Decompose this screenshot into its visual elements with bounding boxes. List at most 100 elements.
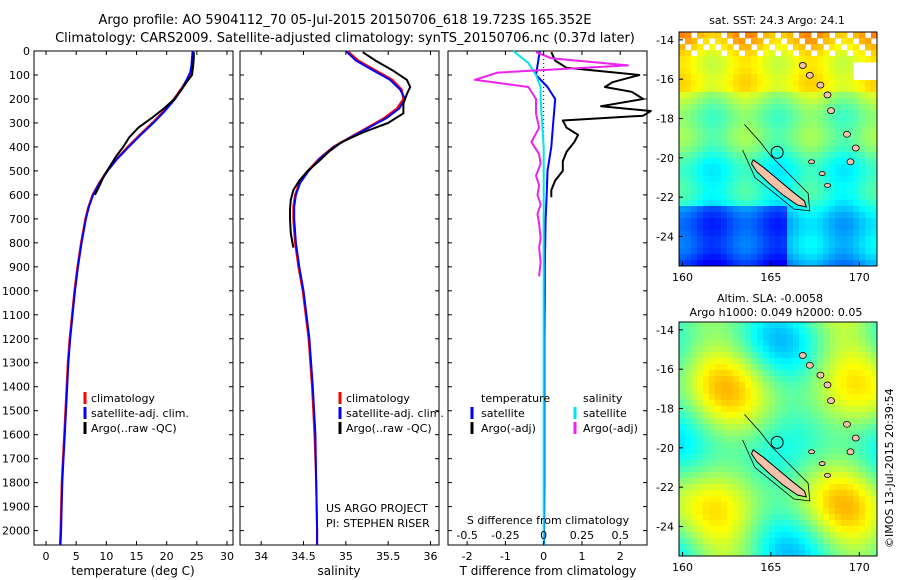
map-cell bbox=[739, 146, 746, 153]
map-cell bbox=[841, 352, 848, 359]
map-cell bbox=[859, 454, 866, 461]
map-cell bbox=[841, 460, 848, 467]
map-cell bbox=[859, 50, 866, 57]
map-cell bbox=[805, 334, 812, 341]
map-cell bbox=[847, 526, 854, 533]
map-cell bbox=[775, 544, 782, 551]
map-cell bbox=[721, 466, 728, 473]
map-cell bbox=[769, 328, 776, 335]
map-cell bbox=[835, 364, 842, 371]
map-cell bbox=[859, 382, 866, 389]
map-cell bbox=[751, 236, 758, 243]
argo-position bbox=[770, 145, 784, 159]
map-cell bbox=[811, 322, 818, 329]
map-cell bbox=[871, 242, 877, 249]
map-cell bbox=[745, 424, 752, 431]
map-cell bbox=[733, 98, 740, 105]
map-cell bbox=[805, 406, 812, 413]
map-cell bbox=[793, 514, 800, 521]
map-cell bbox=[841, 544, 848, 551]
map-cell bbox=[733, 478, 740, 485]
map-cell bbox=[721, 436, 728, 443]
map-cell bbox=[733, 194, 740, 201]
map-cell bbox=[763, 248, 770, 255]
map-cell bbox=[757, 242, 764, 249]
map-cell bbox=[769, 80, 776, 87]
map-cell bbox=[829, 346, 836, 353]
map-cell bbox=[823, 86, 830, 93]
map-cell bbox=[751, 188, 758, 195]
map-cell bbox=[763, 164, 770, 171]
map-cell bbox=[817, 230, 824, 237]
map-cell bbox=[757, 62, 764, 69]
map-cell bbox=[709, 254, 716, 261]
map-cell bbox=[709, 472, 716, 479]
map-cell bbox=[679, 218, 686, 225]
map-cell bbox=[829, 86, 836, 93]
map-cell bbox=[703, 370, 710, 377]
map-cell bbox=[847, 484, 854, 491]
map-cell bbox=[751, 224, 758, 231]
map-cell bbox=[709, 50, 716, 57]
map-cell bbox=[745, 430, 752, 437]
map-cell bbox=[691, 140, 698, 147]
map-cell bbox=[847, 62, 854, 69]
map-cell bbox=[757, 188, 764, 195]
map-cell bbox=[775, 502, 782, 509]
map-cell bbox=[697, 134, 704, 141]
map-cell bbox=[859, 364, 866, 371]
map-cell bbox=[703, 460, 710, 467]
map-cell bbox=[865, 248, 872, 255]
map-cell bbox=[781, 140, 788, 147]
map-cell bbox=[685, 424, 692, 431]
map-cell bbox=[805, 478, 812, 485]
map-cell bbox=[835, 490, 842, 497]
map-cell bbox=[793, 152, 800, 159]
map-cell bbox=[733, 436, 740, 443]
map-cell bbox=[679, 388, 686, 395]
map-cell bbox=[793, 346, 800, 353]
map-cell bbox=[817, 520, 824, 527]
map-cell bbox=[817, 430, 824, 437]
map-cell bbox=[715, 376, 722, 383]
map-cell bbox=[817, 182, 824, 189]
map-cell bbox=[811, 376, 818, 383]
map-cell bbox=[853, 454, 860, 461]
map-cell bbox=[721, 236, 728, 243]
map-cell bbox=[853, 400, 860, 407]
sst-map: sat. SST: 24.3 Argo: 24.1 160 165 170-14-1… bbox=[656, 14, 878, 284]
map-cell bbox=[685, 218, 692, 225]
map-cell bbox=[847, 236, 854, 243]
map-cell bbox=[697, 370, 704, 377]
map-cell bbox=[859, 212, 866, 219]
map-cell bbox=[745, 146, 752, 153]
map-cell bbox=[871, 206, 877, 213]
ytick-label: 200 bbox=[9, 93, 30, 106]
map-cell bbox=[745, 472, 752, 479]
map-cell bbox=[817, 188, 824, 195]
map-cell bbox=[775, 218, 782, 225]
map-cell bbox=[865, 140, 872, 147]
map-cell bbox=[757, 352, 764, 359]
map-cell bbox=[775, 98, 782, 105]
map-cell bbox=[709, 260, 716, 266]
map-cell bbox=[853, 236, 860, 243]
map-cell bbox=[727, 104, 734, 111]
map-cell bbox=[727, 206, 734, 213]
map-cell bbox=[823, 32, 830, 39]
map-cell bbox=[763, 50, 770, 57]
map-cell bbox=[841, 334, 848, 341]
map-cell bbox=[793, 188, 800, 195]
map-cell bbox=[793, 550, 800, 556]
map-cell bbox=[853, 328, 860, 335]
map-cell bbox=[829, 484, 836, 491]
map-cell bbox=[703, 538, 710, 545]
map-cell bbox=[745, 230, 752, 237]
map-cell bbox=[841, 484, 848, 491]
map-cell bbox=[829, 364, 836, 371]
map-cell bbox=[697, 424, 704, 431]
map-cell bbox=[829, 424, 836, 431]
map-cell bbox=[733, 92, 740, 99]
map-cell bbox=[745, 32, 752, 39]
map-cell bbox=[769, 122, 776, 129]
